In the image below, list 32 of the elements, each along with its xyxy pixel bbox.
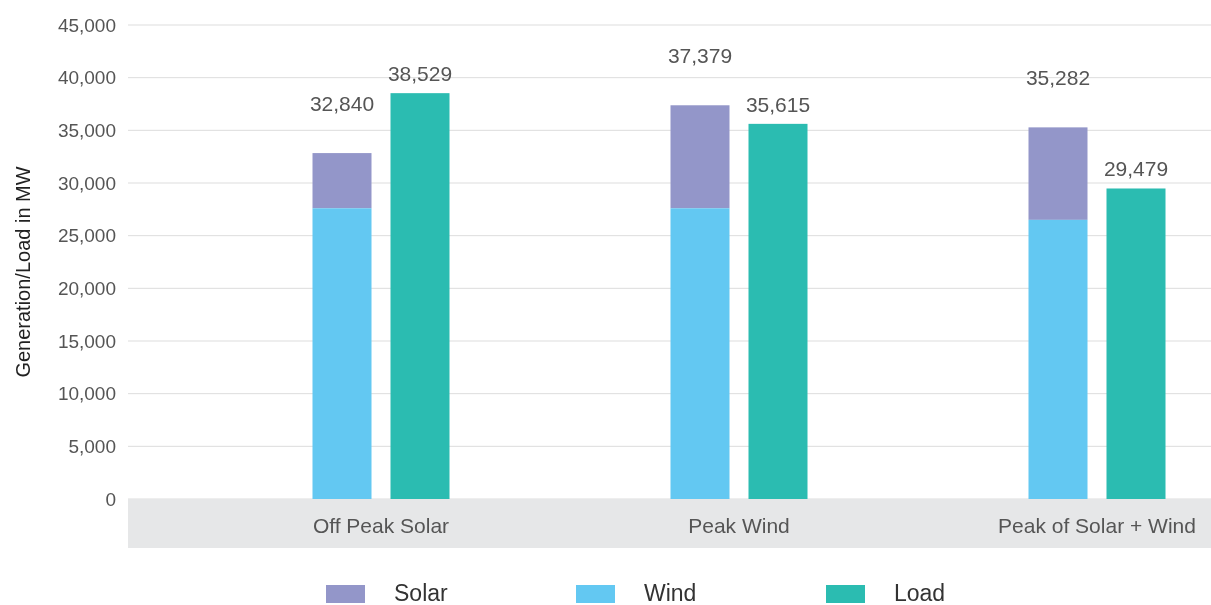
y-tick-label: 15,000	[57, 330, 116, 352]
annotation: 32,840	[309, 92, 375, 116]
y-axis-title: Generation/Load in MW	[12, 166, 34, 378]
legend-label: Wind	[644, 580, 697, 605]
bar	[390, 93, 450, 499]
bar	[670, 208, 730, 499]
bar	[312, 153, 372, 209]
legend-label: Solar	[394, 580, 449, 605]
y-tick-label: 0	[105, 488, 116, 510]
annotation: 35,282	[1025, 66, 1091, 90]
y-tick-label: 10,000	[57, 383, 116, 405]
bar	[312, 208, 372, 499]
bar	[748, 123, 808, 499]
legend-label: Load	[894, 580, 946, 605]
bar	[1106, 188, 1166, 499]
y-tick-label: 5,000	[68, 435, 116, 457]
x-tick-label: Peak Wind	[688, 514, 790, 537]
data-label: 29,479	[1103, 157, 1169, 181]
y-tick-label: 25,000	[57, 225, 116, 247]
bar	[1028, 127, 1088, 220]
y-tick-label: 45,000	[57, 14, 116, 36]
y-tick-label: 35,000	[57, 119, 116, 141]
data-label: 38,529	[387, 62, 453, 86]
bar	[1028, 219, 1088, 499]
y-tick-label: 40,000	[57, 67, 116, 89]
y-tick-label: 20,000	[57, 277, 116, 299]
x-tick-label: Off Peak Solar	[312, 514, 450, 537]
bar	[670, 105, 730, 209]
annotation: 37,379	[667, 44, 733, 68]
x-tick-label: Peak of Solar + Wind	[998, 514, 1196, 537]
data-label: 35,615	[745, 92, 811, 116]
y-tick-label: 30,000	[57, 172, 116, 194]
